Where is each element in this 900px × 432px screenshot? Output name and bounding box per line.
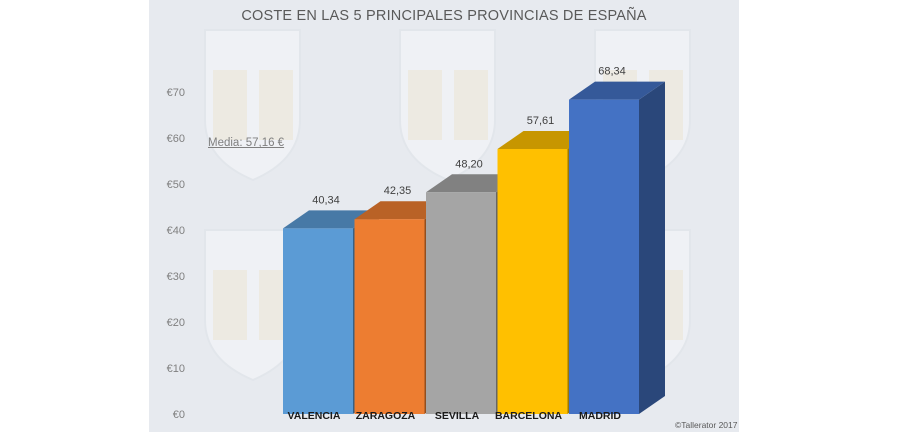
data-labels: 40,34 42,35 48,20 57,61 68,34 — [312, 66, 626, 207]
watermark-shield — [204, 29, 301, 182]
data-label: 48,20 — [455, 158, 483, 170]
x-axis: VALENCIA ZARAGOZA SEVILLA BARCELONA MADRID — [288, 410, 622, 422]
bar-front — [569, 99, 639, 415]
bars — [283, 81, 665, 415]
x-category-label: ZARAGOZA — [356, 410, 416, 422]
watermark-shield-panel — [259, 70, 293, 140]
bar-front — [283, 228, 353, 414]
bar-front — [497, 148, 568, 414]
credit-text: ©Tallerator 2017 — [675, 420, 738, 430]
y-tick-label: €40 — [167, 225, 185, 237]
y-tick-label: €30 — [167, 271, 185, 283]
y-tick-label: €60 — [167, 133, 185, 145]
y-tick-label: €0 — [173, 409, 185, 421]
bar-madrid — [569, 81, 665, 415]
y-tick-label: €50 — [167, 179, 185, 191]
bar-front — [354, 219, 425, 414]
y-tick-label: €70 — [167, 87, 185, 99]
x-category-label: MADRID — [579, 410, 621, 422]
y-tick-label: €20 — [167, 317, 185, 329]
watermark-shield — [399, 29, 496, 182]
chart-title: COSTE EN LAS 5 PRINCIPALES PROVINCIAS DE… — [241, 8, 647, 24]
data-label: 57,61 — [527, 115, 555, 127]
y-tick-label: €10 — [167, 363, 185, 375]
watermark-shield-body — [204, 29, 301, 182]
watermark-shield-panel — [408, 70, 442, 140]
data-label: 40,34 — [312, 194, 340, 206]
bar-front — [426, 192, 496, 414]
data-label: 68,34 — [598, 66, 626, 78]
watermark-shield-panel — [213, 70, 247, 140]
media-annotation: Media: 57,16 € — [208, 137, 285, 149]
watermark-shield-panel — [454, 70, 488, 140]
bar-side — [639, 81, 665, 415]
x-category-label: SEVILLA — [435, 410, 480, 422]
y-axis: €0 €10 €20 €30 €40 €50 €60 €70 — [167, 87, 185, 421]
watermark-shield-panel — [213, 270, 247, 340]
x-category-label: BARCELONA — [495, 410, 562, 422]
data-label: 42,35 — [384, 185, 412, 197]
x-category-label: VALENCIA — [288, 410, 341, 422]
bar-top — [569, 81, 665, 100]
